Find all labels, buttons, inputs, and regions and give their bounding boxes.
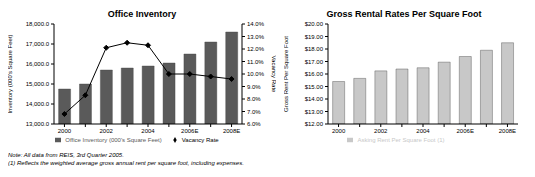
html-text:Asking Rent Per Square Foot (1: Asking Rent Per Square Foot (1) — [357, 137, 445, 143]
html-text:Office Inventory: Office Inventory — [107, 9, 177, 19]
svg-text:2000: 2000 — [332, 128, 346, 134]
svg-text:11.0%: 11.0% — [247, 59, 264, 65]
svg-text:$18.00: $18.00 — [305, 46, 324, 52]
svg-text:12.0%: 12.0% — [247, 46, 265, 52]
svg-text:2006E: 2006E — [181, 128, 198, 134]
svg-text:13.0%: 13.0% — [247, 34, 265, 40]
svg-text:$17.00: $17.00 — [305, 59, 324, 65]
svg-text:2002: 2002 — [374, 128, 388, 134]
html-text:Vacancy Rate: Vacancy Rate — [181, 137, 219, 143]
svg-text:$20.00: $20.00 — [305, 21, 324, 27]
svg-text:$13.00: $13.00 — [305, 109, 324, 115]
svg-text:2008E: 2008E — [223, 128, 240, 134]
svg-text:2000: 2000 — [58, 128, 72, 134]
svg-text:14.0%: 14.0% — [247, 21, 265, 27]
svg-text:17,000.0: 17,000.0 — [26, 41, 50, 47]
svg-text:$12.00: $12.00 — [305, 121, 324, 127]
svg-text:Inventory (000's Square Feet): Inventory (000's Square Feet) — [8, 34, 13, 113]
html-text:Office Inventory (000's Square: Office Inventory (000's Square Feet) — [65, 137, 162, 143]
svg-text:10.0%: 10.0% — [247, 71, 265, 77]
svg-text:8.0%: 8.0% — [247, 96, 261, 102]
svg-text:2006E: 2006E — [457, 128, 474, 134]
svg-text:13,000.0: 13,000.0 — [26, 121, 50, 127]
svg-text:6.0%: 6.0% — [247, 121, 261, 127]
svg-text:15,000.0: 15,000.0 — [26, 81, 50, 87]
html-text:(1) Reflects the weighted aver: (1) Reflects the weighted average gross … — [8, 160, 244, 166]
svg-text:$19.00: $19.00 — [305, 34, 324, 40]
svg-text:2004: 2004 — [141, 128, 155, 134]
svg-text:2004: 2004 — [416, 128, 430, 134]
svg-text:Gross Rent Per Square Foot: Gross Rent Per Square Foot — [284, 36, 289, 112]
svg-text:$15.00: $15.00 — [305, 84, 324, 90]
svg-text:9.0%: 9.0% — [247, 84, 261, 90]
svg-text:14,000.0: 14,000.0 — [26, 101, 50, 107]
svg-text:Vacancy Rate: Vacancy Rate — [271, 56, 276, 94]
svg-text:16,000.0: 16,000.0 — [26, 61, 50, 67]
html-text:Gross Rental Rates Per Square: Gross Rental Rates Per Square Foot — [326, 9, 482, 19]
svg-text:$14.00: $14.00 — [305, 96, 324, 102]
svg-text:18,000.0: 18,000.0 — [26, 21, 50, 27]
svg-text:$16.00: $16.00 — [305, 71, 324, 77]
svg-text:2002: 2002 — [100, 128, 114, 134]
svg-text:2008E: 2008E — [499, 128, 516, 134]
html-text:Note: All data from REIS, 3rd: Note: All data from REIS, 3rd Quarter 20… — [8, 152, 124, 158]
svg-text:7.0%: 7.0% — [247, 109, 261, 115]
